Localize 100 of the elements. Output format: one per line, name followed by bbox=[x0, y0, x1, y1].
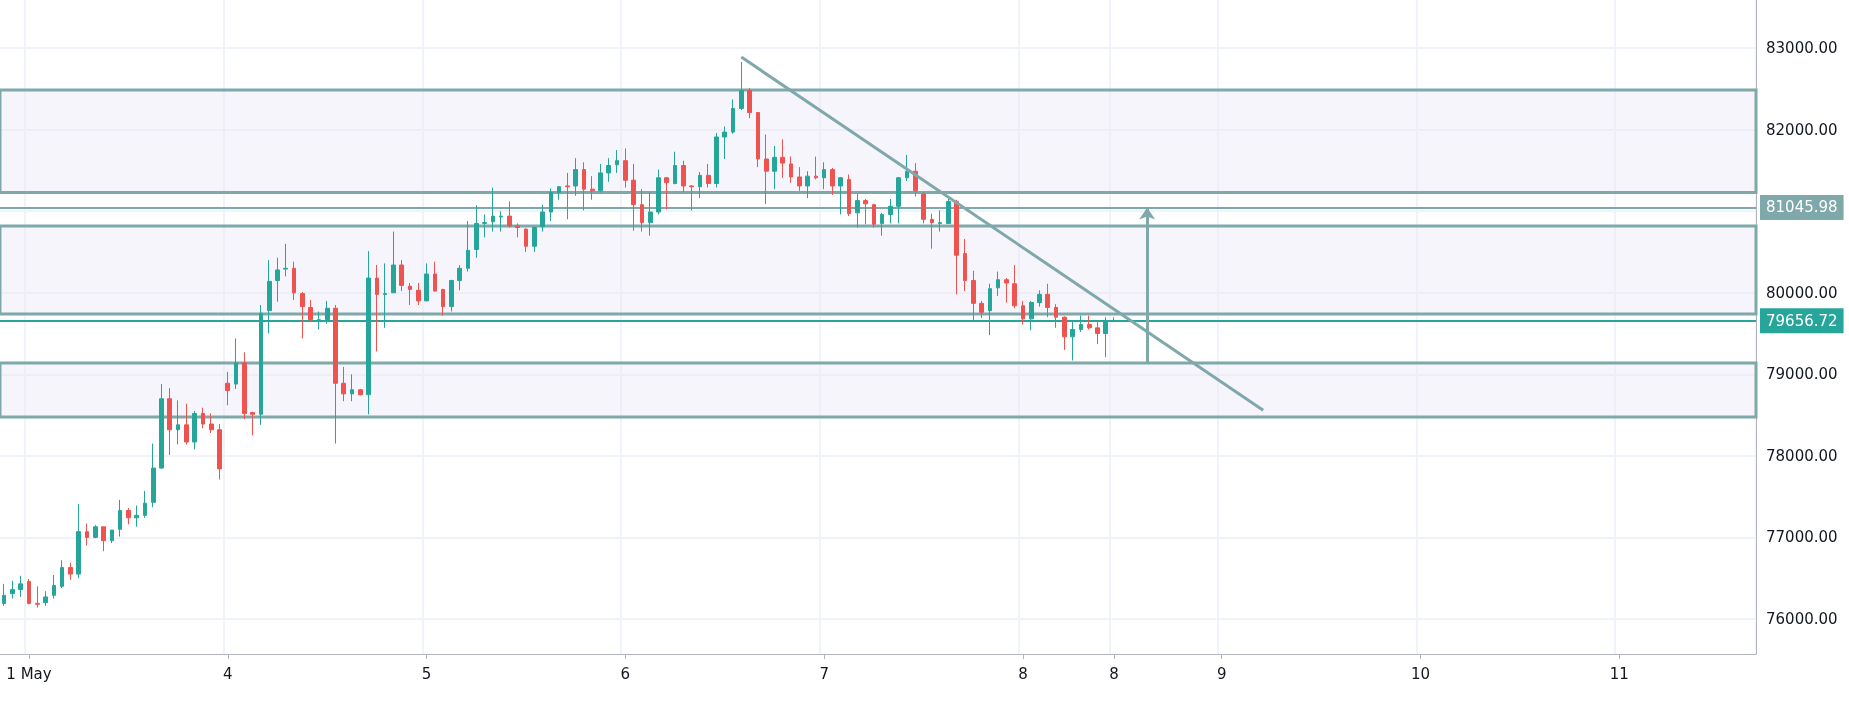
candlestick bbox=[308, 299, 313, 322]
candlestick bbox=[648, 191, 653, 237]
candlestick bbox=[772, 145, 777, 190]
candlestick bbox=[996, 271, 1000, 297]
y-tick-label: 82000.00 bbox=[1766, 120, 1838, 139]
candlestick bbox=[441, 288, 445, 317]
candlestick bbox=[582, 161, 586, 211]
candlestick bbox=[250, 411, 255, 436]
candlestick bbox=[375, 264, 379, 352]
candlestick bbox=[242, 351, 247, 420]
candlestick bbox=[449, 279, 454, 313]
candlestick bbox=[1021, 300, 1025, 326]
candlestick bbox=[457, 264, 462, 291]
candlestick bbox=[499, 210, 503, 233]
candlestick bbox=[1095, 321, 1100, 345]
candlestick bbox=[43, 590, 48, 607]
candlestick bbox=[830, 167, 835, 196]
candlestick bbox=[598, 163, 603, 193]
y-tick-label: 80000.00 bbox=[1766, 283, 1838, 302]
candlestick bbox=[963, 238, 967, 292]
candlestick bbox=[350, 373, 354, 402]
candlestick bbox=[557, 185, 561, 201]
x-tick-label: 7 bbox=[819, 664, 829, 683]
candlestick bbox=[433, 261, 437, 292]
candlestick bbox=[681, 160, 686, 193]
candlestick bbox=[971, 270, 976, 322]
candlestick bbox=[118, 499, 122, 538]
candlestick bbox=[805, 170, 810, 199]
candlestick bbox=[333, 304, 338, 445]
candlestick bbox=[151, 443, 156, 508]
candlestick bbox=[573, 157, 578, 197]
candlestick bbox=[698, 171, 702, 199]
candlestick bbox=[896, 176, 901, 224]
candlestick bbox=[764, 134, 769, 205]
candlestick bbox=[176, 399, 180, 445]
candlestick bbox=[590, 175, 595, 201]
candlestick bbox=[275, 257, 280, 303]
x-tick-label: 11 bbox=[1609, 664, 1629, 683]
candlestick bbox=[930, 213, 934, 250]
y-tick-label: 77000.00 bbox=[1766, 528, 1838, 547]
candlestick bbox=[283, 243, 288, 277]
candlestick bbox=[192, 410, 197, 450]
candlestick bbox=[789, 156, 793, 184]
candlestick bbox=[1054, 303, 1058, 329]
candlestick bbox=[888, 198, 893, 224]
candlestick bbox=[524, 227, 528, 253]
candlestick bbox=[76, 503, 81, 579]
candlestick bbox=[68, 562, 73, 581]
candlestick bbox=[855, 193, 860, 229]
candlestick bbox=[143, 490, 147, 519]
ref-line-label: 81045.98 bbox=[1766, 198, 1838, 217]
candlestick bbox=[780, 138, 785, 179]
candlestick bbox=[847, 174, 851, 217]
candlestick bbox=[515, 222, 520, 238]
candlestick bbox=[631, 163, 636, 232]
candlestick bbox=[110, 529, 114, 544]
candlestick bbox=[416, 282, 421, 306]
candlestick bbox=[399, 259, 404, 292]
candlestick bbox=[1045, 283, 1050, 318]
y-tick-label: 78000.00 bbox=[1766, 446, 1838, 465]
candlestick bbox=[640, 188, 644, 233]
candlestick bbox=[731, 98, 735, 135]
candlestick bbox=[938, 209, 942, 233]
candlestick bbox=[863, 198, 868, 225]
candlestick bbox=[167, 387, 172, 456]
candlestick bbox=[225, 371, 230, 406]
candlestick bbox=[797, 166, 802, 192]
candlestick bbox=[217, 423, 222, 480]
candlestick bbox=[706, 163, 711, 189]
candlestick bbox=[27, 578, 31, 605]
ref-line-label: 79656.72 bbox=[1766, 311, 1838, 330]
candlestick bbox=[1004, 277, 1009, 304]
candlestick bbox=[739, 61, 744, 111]
candlestick bbox=[747, 87, 752, 119]
candlestick bbox=[814, 156, 818, 180]
candlestick bbox=[18, 575, 23, 598]
x-tick-label: 1 May bbox=[6, 664, 52, 683]
candlestick bbox=[606, 157, 611, 183]
candlestick bbox=[615, 149, 619, 174]
x-tick-label: 8 bbox=[1109, 664, 1119, 683]
candlestick bbox=[209, 412, 214, 434]
candlestick bbox=[300, 291, 305, 339]
x-tick-label: 8 bbox=[1018, 664, 1028, 683]
candlestick bbox=[408, 282, 412, 306]
candlestick bbox=[491, 187, 495, 233]
candlestick bbox=[474, 205, 479, 259]
candlestick bbox=[466, 220, 470, 273]
candlestick bbox=[1012, 264, 1017, 309]
y-tick-label: 79000.00 bbox=[1766, 365, 1838, 384]
candlestick bbox=[134, 505, 139, 528]
candlestick bbox=[756, 112, 760, 168]
candlestick bbox=[565, 172, 570, 220]
candlestick bbox=[905, 154, 909, 182]
candlestick bbox=[391, 231, 396, 294]
candlestick bbox=[424, 262, 429, 302]
candlestick bbox=[52, 574, 56, 600]
x-tick-label: 6 bbox=[620, 664, 631, 683]
candlestick bbox=[689, 184, 694, 211]
candlestick bbox=[126, 507, 131, 525]
candlestick bbox=[482, 213, 487, 238]
